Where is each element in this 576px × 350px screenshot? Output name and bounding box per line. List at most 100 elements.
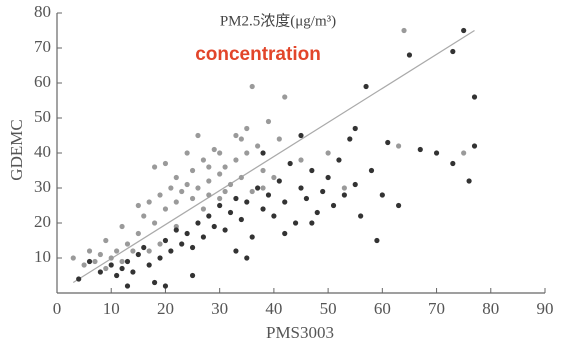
data-point bbox=[450, 48, 456, 55]
data-point bbox=[260, 150, 266, 156]
data-point bbox=[152, 220, 158, 226]
data-point bbox=[347, 136, 353, 142]
data-point bbox=[206, 213, 212, 219]
data-point bbox=[325, 174, 331, 181]
x-tick-label: 30 bbox=[211, 299, 228, 318]
data-point bbox=[401, 27, 407, 34]
data-point bbox=[179, 241, 185, 247]
data-point bbox=[222, 164, 228, 170]
data-point bbox=[417, 146, 423, 153]
data-point bbox=[189, 195, 196, 202]
data-point bbox=[103, 237, 109, 244]
data-point bbox=[244, 150, 250, 156]
data-point bbox=[168, 185, 174, 191]
data-point bbox=[189, 167, 196, 174]
y-tick-label: 70 bbox=[34, 37, 51, 56]
data-point bbox=[320, 188, 326, 195]
data-point bbox=[358, 213, 364, 219]
data-point bbox=[363, 83, 369, 90]
data-point bbox=[238, 174, 244, 181]
data-point bbox=[271, 174, 277, 181]
x-tick-label: 90 bbox=[537, 299, 554, 318]
data-point bbox=[114, 248, 120, 254]
x-tick-label: 40 bbox=[265, 299, 282, 318]
data-point bbox=[81, 262, 87, 268]
data-point bbox=[217, 195, 223, 202]
data-point bbox=[184, 181, 190, 188]
data-point bbox=[162, 160, 169, 167]
data-point bbox=[222, 227, 228, 233]
x-tick-label: 20 bbox=[157, 299, 174, 318]
data-point bbox=[119, 265, 125, 272]
data-point bbox=[189, 244, 196, 251]
y-tick-label: 60 bbox=[34, 72, 51, 91]
data-point bbox=[135, 251, 141, 258]
data-point bbox=[130, 269, 136, 275]
data-point bbox=[282, 94, 288, 100]
data-point bbox=[146, 262, 152, 268]
data-point bbox=[119, 223, 125, 230]
data-point bbox=[341, 192, 347, 198]
data-point bbox=[471, 94, 478, 100]
data-point bbox=[195, 220, 201, 226]
data-point bbox=[200, 157, 206, 163]
data-point bbox=[244, 255, 250, 261]
data-point bbox=[374, 237, 380, 244]
data-point bbox=[70, 255, 76, 261]
data-point bbox=[211, 146, 217, 153]
data-point bbox=[352, 125, 358, 132]
data-point bbox=[249, 188, 255, 195]
data-point bbox=[141, 213, 147, 219]
data-point bbox=[249, 234, 255, 240]
data-point bbox=[238, 216, 244, 223]
data-point bbox=[184, 230, 190, 237]
data-point bbox=[282, 230, 288, 237]
data-point bbox=[189, 272, 196, 279]
data-point bbox=[97, 269, 103, 275]
data-point bbox=[325, 150, 331, 156]
data-point bbox=[162, 237, 169, 244]
data-point bbox=[276, 136, 282, 142]
data-point bbox=[287, 160, 293, 167]
x-axis-label: PMS3003 bbox=[266, 323, 334, 342]
data-point bbox=[206, 192, 212, 198]
data-point bbox=[233, 248, 239, 254]
data-point bbox=[368, 167, 375, 174]
data-point bbox=[200, 206, 206, 212]
data-point bbox=[233, 195, 239, 202]
data-point bbox=[396, 143, 402, 149]
data-point bbox=[330, 202, 337, 209]
data-point bbox=[217, 150, 223, 156]
data-point bbox=[265, 192, 272, 198]
x-tick-label: 70 bbox=[428, 299, 445, 318]
data-point bbox=[336, 157, 342, 163]
data-point bbox=[162, 206, 169, 212]
trend-line bbox=[72, 29, 475, 284]
data-point bbox=[76, 276, 82, 282]
data-point bbox=[238, 136, 244, 142]
x-tick-label: 10 bbox=[103, 299, 120, 318]
y-tick-label: 10 bbox=[34, 247, 51, 266]
x-tick-label: 50 bbox=[320, 299, 337, 318]
data-point bbox=[152, 164, 158, 170]
data-point bbox=[108, 255, 114, 261]
data-point bbox=[298, 132, 304, 139]
data-point bbox=[97, 251, 103, 258]
x-tick-label: 80 bbox=[482, 299, 499, 318]
data-point bbox=[385, 139, 391, 146]
data-point bbox=[471, 143, 478, 149]
data-point bbox=[103, 265, 109, 272]
data-point bbox=[168, 248, 174, 254]
data-point bbox=[130, 248, 136, 254]
data-point bbox=[260, 185, 266, 191]
data-point bbox=[135, 230, 141, 237]
data-point bbox=[206, 164, 212, 170]
data-point bbox=[217, 171, 223, 177]
chart-title: PM2.5浓度(μg/m³) bbox=[220, 12, 336, 29]
data-point bbox=[265, 118, 272, 125]
data-point bbox=[461, 27, 467, 34]
data-point bbox=[260, 206, 266, 212]
data-point bbox=[352, 181, 358, 188]
data-point bbox=[135, 202, 141, 209]
data-point bbox=[396, 202, 402, 209]
